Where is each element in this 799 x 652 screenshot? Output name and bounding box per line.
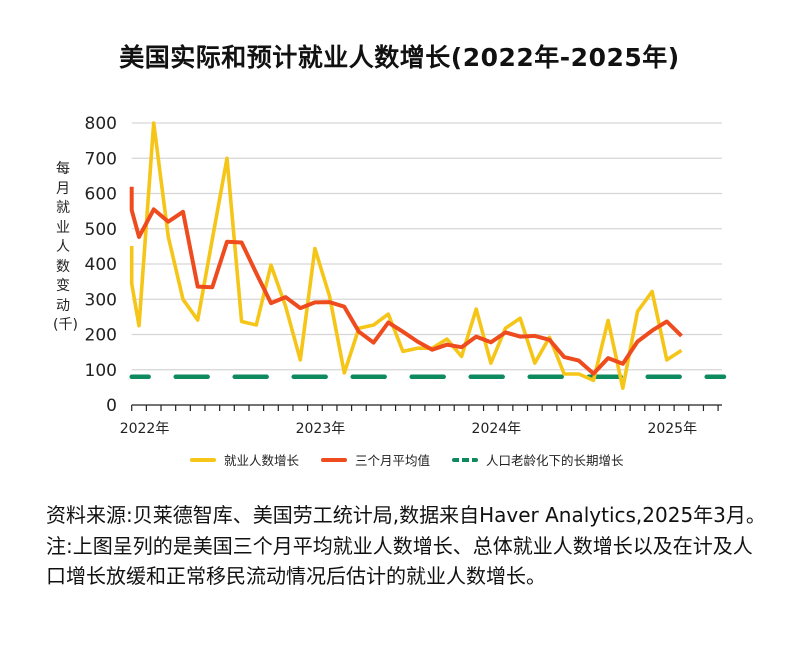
y-tick-label: 200 [85,326,117,346]
legend: 就业人数增长 三个月平均值 人口老龄化下的长期增长 [190,450,646,469]
series-three-month-average-line [129,186,683,376]
legend-label: 人口老龄化下的长期增长 [486,453,624,468]
y-tick-label: 0 [106,396,117,416]
source-caption: 资料来源:贝莱德智库、美国劳工统计局,数据来自Haver Analytics,2… [46,503,766,588]
legend-swatch [452,457,479,462]
y-tick-label: 600 [85,185,117,205]
legend-swatch [190,457,216,462]
series-employment-growth-line [129,121,683,390]
y-tick-label: 500 [85,220,117,240]
y-tick-label: 700 [85,149,117,169]
y-axis-label: 每月就业人数变动(千) [53,161,78,333]
y-tick-label: 100 [85,361,117,381]
legend-swatch [321,457,348,462]
x-tick-label: 2022年 [120,421,170,437]
y-tick-label: 800 [85,114,117,134]
x-tick-label: 2025年 [647,421,697,437]
y-tick-label: 400 [85,255,117,275]
legend-item-longterm: 人口老龄化下的长期增长 [452,450,624,469]
legend-item-employment: 就业人数增长 [190,450,299,469]
x-tick-label: 2024年 [472,421,522,437]
legend-label: 就业人数增长 [224,453,300,468]
y-tick-label: 300 [85,290,117,310]
x-tick-label: 2023年 [296,421,346,437]
legend-label: 三个月平均值 [355,453,431,468]
chart-title: 美国实际和预计就业人数增长(2022年-2025年) [119,43,680,72]
legend-item-average: 三个月平均值 [321,450,430,469]
